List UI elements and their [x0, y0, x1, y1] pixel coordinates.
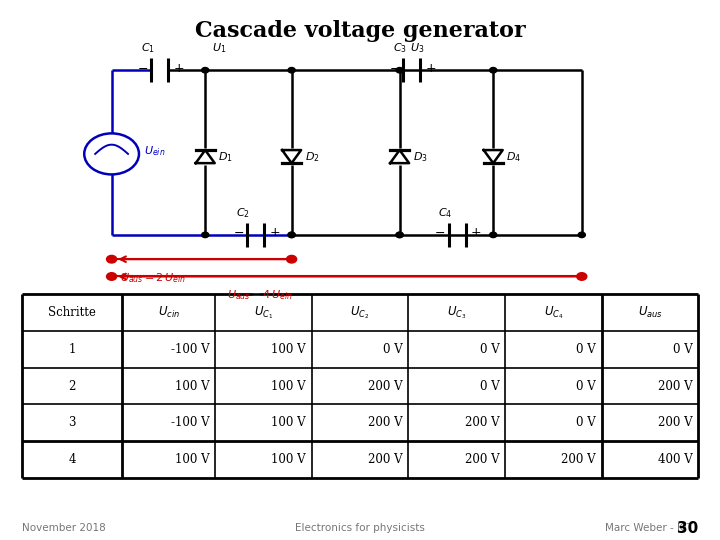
Text: 200 V: 200 V	[368, 453, 402, 466]
Text: $C_4$: $C_4$	[438, 206, 452, 220]
Text: 200 V: 200 V	[658, 380, 693, 393]
Text: 0 V: 0 V	[480, 343, 499, 356]
Text: 200 V: 200 V	[368, 380, 402, 393]
Text: $+$: $+$	[470, 226, 482, 239]
Text: 0 V: 0 V	[576, 380, 596, 393]
Text: $D_4$: $D_4$	[506, 150, 521, 164]
Text: $U_{aus} = 2\,U_{ein}$: $U_{aus} = 2\,U_{ein}$	[120, 271, 186, 285]
Text: 0 V: 0 V	[576, 416, 596, 429]
Text: 0 V: 0 V	[576, 343, 596, 356]
Text: 100 V: 100 V	[174, 380, 210, 393]
Text: $-$: $-$	[137, 62, 148, 75]
Circle shape	[490, 232, 497, 238]
Text: -100 V: -100 V	[171, 343, 210, 356]
Text: Marc Weber - KIT: Marc Weber - KIT	[605, 523, 693, 533]
Text: Cascade voltage generator: Cascade voltage generator	[194, 20, 526, 42]
Text: $U_{aus}$: $U_{aus}$	[638, 305, 662, 320]
Text: $D_2$: $D_2$	[305, 150, 319, 164]
Text: 200 V: 200 V	[368, 416, 402, 429]
Circle shape	[288, 232, 295, 238]
Text: 400 V: 400 V	[658, 453, 693, 466]
Circle shape	[288, 232, 295, 238]
Circle shape	[578, 232, 585, 238]
Text: $-$: $-$	[434, 226, 446, 239]
Text: 3: 3	[68, 416, 76, 429]
Circle shape	[577, 273, 587, 280]
Text: 200 V: 200 V	[562, 453, 596, 466]
Circle shape	[107, 273, 117, 280]
Text: November 2018: November 2018	[22, 523, 105, 533]
Text: $D_1$: $D_1$	[218, 150, 233, 164]
Circle shape	[396, 232, 403, 238]
Text: 100 V: 100 V	[271, 416, 306, 429]
Text: 100 V: 100 V	[271, 343, 306, 356]
Text: -100 V: -100 V	[171, 416, 210, 429]
Text: $-$: $-$	[233, 226, 244, 239]
Text: $U_{C_2}$: $U_{C_2}$	[351, 305, 369, 321]
Text: 200 V: 200 V	[658, 416, 693, 429]
Circle shape	[396, 232, 403, 238]
Text: $U_3$: $U_3$	[410, 41, 425, 55]
Text: 100 V: 100 V	[271, 380, 306, 393]
Text: $-$: $-$	[389, 62, 400, 75]
Text: $C_2$: $C_2$	[236, 206, 251, 220]
Circle shape	[288, 68, 295, 73]
Text: $C_1$: $C_1$	[140, 41, 155, 55]
Text: $+$: $+$	[425, 62, 436, 75]
Circle shape	[107, 255, 117, 263]
Text: 0 V: 0 V	[480, 380, 499, 393]
Text: $U_{cin}$: $U_{cin}$	[158, 305, 180, 320]
Text: 200 V: 200 V	[464, 453, 499, 466]
Text: 100 V: 100 V	[271, 453, 306, 466]
Text: $U_{aus} = 4\,U_{ein}$: $U_{aus} = 4\,U_{ein}$	[227, 288, 293, 302]
Text: $U_{ein}$: $U_{ein}$	[144, 144, 166, 158]
Text: $D_3$: $D_3$	[413, 150, 428, 164]
Text: 0 V: 0 V	[383, 343, 402, 356]
Text: 2: 2	[68, 380, 76, 393]
Text: $U_{C_1}$: $U_{C_1}$	[253, 305, 273, 321]
Circle shape	[287, 255, 297, 263]
Circle shape	[202, 68, 209, 73]
Text: 100 V: 100 V	[174, 453, 210, 466]
Text: 200 V: 200 V	[464, 416, 499, 429]
Text: Schritte: Schritte	[48, 306, 96, 319]
Text: 0 V: 0 V	[673, 343, 693, 356]
Text: $+$: $+$	[269, 226, 280, 239]
Text: Electronics for physicists: Electronics for physicists	[295, 523, 425, 533]
Text: 1: 1	[68, 343, 76, 356]
Circle shape	[202, 232, 209, 238]
Text: $+$: $+$	[173, 62, 184, 75]
Circle shape	[490, 68, 497, 73]
Text: $U_{C_3}$: $U_{C_3}$	[447, 305, 467, 321]
Text: 30: 30	[677, 521, 698, 536]
Text: $U_{C_4}$: $U_{C_4}$	[544, 305, 563, 321]
Text: $U_1$: $U_1$	[212, 41, 227, 55]
Text: $C_3$: $C_3$	[392, 41, 407, 55]
Text: 4: 4	[68, 453, 76, 466]
Circle shape	[396, 68, 403, 73]
